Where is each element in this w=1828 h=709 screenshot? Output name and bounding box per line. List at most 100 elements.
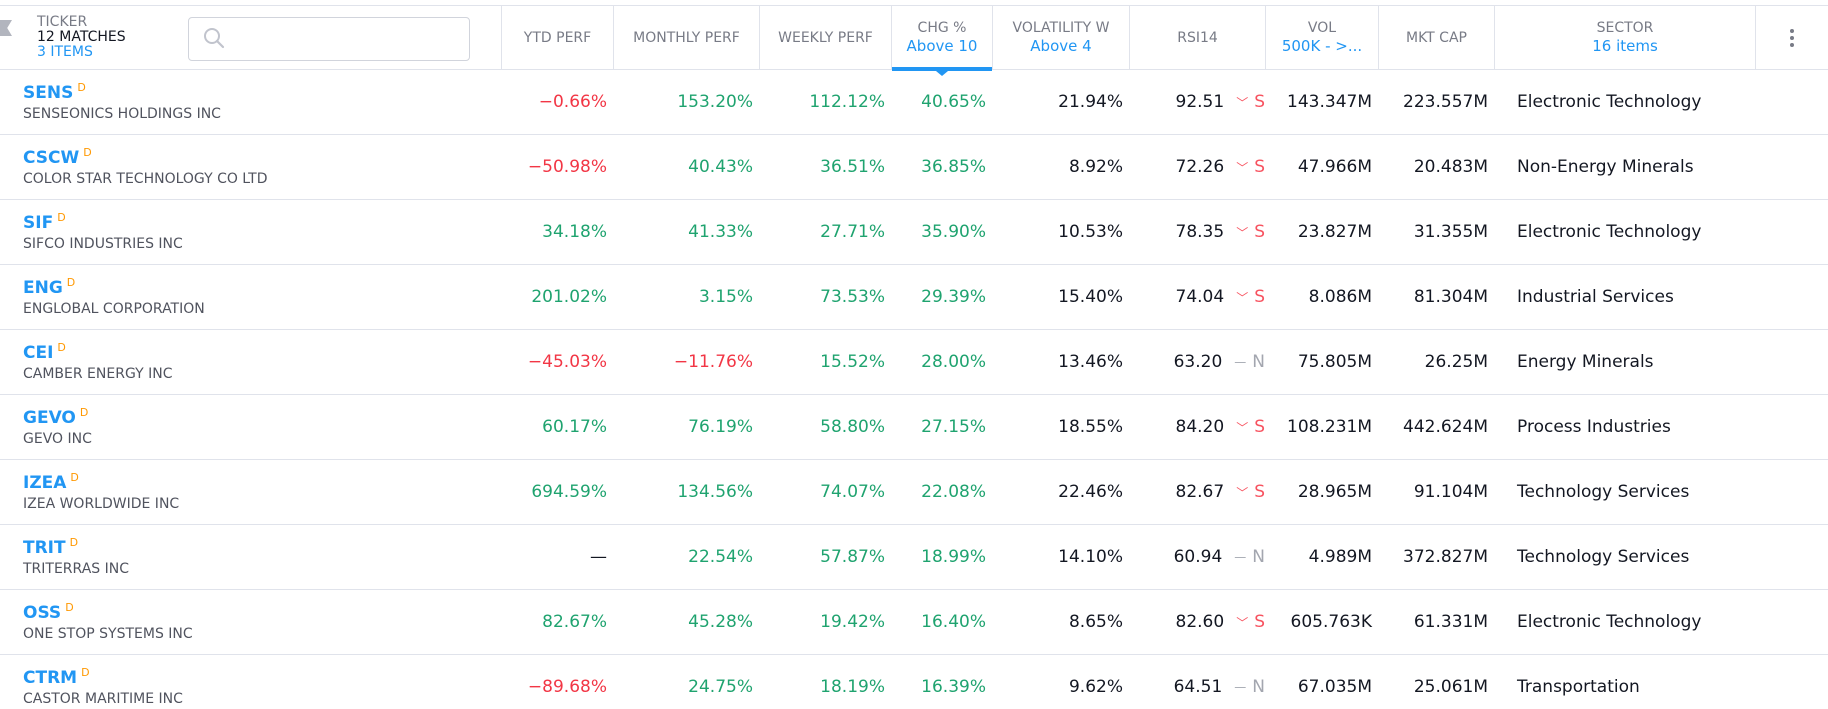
column-header-vol[interactable]: VOL 500K - >... [1265,6,1378,69]
table-row[interactable]: CEI D CAMBER ENERGY INC −45.03% −11.76% 1… [0,330,1828,395]
column-label: WEEKLY PERF [778,29,873,46]
chg-percent-cell: 29.39% [921,287,986,307]
volatility-cell: 18.55% [1058,417,1123,437]
ticker-symbol-link[interactable]: SENS D [23,81,86,103]
delayed-badge: D [57,341,66,354]
company-name: ENGLOBAL CORPORATION [23,301,205,317]
ticker-symbol-link[interactable]: IZEA D [23,471,79,493]
rsi14-cell: 78.35 ﹀ S [1129,200,1265,264]
delayed-badge: D [70,471,79,484]
ticker-column-header[interactable]: TICKER 12 MATCHES 3 ITEMS [0,6,501,69]
ticker-cell: SENS D SENSEONICS HOLDINGS INC [0,70,501,134]
table-row[interactable]: SENS D SENSEONICS HOLDINGS INC −0.66% 153… [0,70,1828,135]
column-header-monthly-perf[interactable]: MONTHLY PERF [613,6,759,69]
weekly-perf-cell: 73.53% [820,287,885,307]
table-row[interactable]: TRIT D TRITERRAS INC — 22.54% 57.87% 18.9… [0,525,1828,590]
monthly-perf-cell: 22.54% [688,547,753,567]
rating-label: S [1254,482,1265,502]
search-input[interactable] [188,17,470,61]
flag-icon[interactable] [0,20,12,36]
table-row[interactable]: IZEA D IZEA WORLDWIDE INC 694.59% 134.56%… [0,460,1828,525]
rsi14-cell: 92.51 ﹀ S [1129,70,1265,134]
table-row[interactable]: SIF D SIFCO INDUSTRIES INC 34.18% 41.33% … [0,200,1828,265]
table-row[interactable]: GEVO D GEVO INC 60.17% 76.19% 58.80% 27.1… [0,395,1828,460]
ticker-symbol-link[interactable]: OSS D [23,601,74,623]
monthly-perf-cell: −11.76% [673,352,753,372]
ticker-cell: CEI D CAMBER ENERGY INC [0,330,501,394]
rating-indicator: — N [1234,352,1265,372]
rating-indicator: ﹀ S [1236,222,1265,242]
ticker-symbol: IZEA [23,473,67,493]
delayed-badge: D [66,276,76,289]
table-row[interactable]: OSS D ONE STOP SYSTEMS INC 82.67% 45.28% … [0,590,1828,655]
ytd-perf-cell: 694.59% [531,482,607,502]
ticker-header-label[interactable]: TICKER 12 MATCHES 3 ITEMS [37,15,126,60]
column-header-chg-percent[interactable]: CHG % Above 10 [891,6,992,76]
column-filter: Above 10 [906,37,978,55]
column-header-sector[interactable]: SECTOR 16 items [1494,6,1755,69]
chg-percent-cell: 18.99% [921,547,986,567]
ticker-symbol-link[interactable]: TRIT D [23,536,78,558]
weekly-perf-cell: 19.42% [820,612,885,632]
rating-label: N [1252,352,1265,372]
rating-arrow-icon: — [1234,355,1247,369]
sector-cell: Non-Energy Minerals [1517,157,1694,177]
table-row[interactable]: ENG D ENGLOBAL CORPORATION 201.02% 3.15% … [0,265,1828,330]
rating-indicator: — N [1234,547,1265,567]
volume-cell: 23.827M [1297,222,1372,242]
rating-indicator: — N [1234,677,1265,697]
column-header-ytd-perf[interactable]: YTD PERF [501,6,613,69]
rsi-value: 82.67 [1175,482,1225,502]
rsi-value: 63.20 [1173,352,1223,372]
column-label: VOLATILITY W [1012,20,1110,36]
delayed-badge: D [81,666,90,679]
table-row[interactable]: CSCW D COLOR STAR TECHNOLOGY CO LTD −50.9… [0,135,1828,200]
ticker-symbol: CTRM [23,668,78,688]
market-cap-cell: 26.25M [1424,352,1488,372]
ticker-cell: SIF D SIFCO INDUSTRIES INC [0,200,501,264]
rsi14-cell: 72.26 ﹀ S [1129,135,1265,199]
volume-cell: 143.347M [1287,92,1372,112]
ticker-symbol-link[interactable]: CSCW D [23,146,92,168]
sector-cell: Transportation [1517,677,1640,697]
ticker-symbol-link[interactable]: ENG D [23,276,75,298]
volume-cell: 108.231M [1287,417,1372,437]
matches-count: 12 MATCHES [37,29,126,45]
volume-cell: 75.805M [1297,352,1372,372]
market-cap-cell: 31.355M [1413,222,1488,242]
column-header-weekly-perf[interactable]: WEEKLY PERF [759,6,891,69]
ticker-symbol-link[interactable]: CTRM D [23,666,90,688]
ticker-symbol-link[interactable]: GEVO D [23,406,88,428]
volatility-cell: 13.46% [1058,352,1123,372]
rating-arrow-icon: ﹀ [1236,420,1249,435]
search-icon [204,28,225,49]
ytd-perf-cell: 34.18% [542,222,607,242]
table-header: TICKER 12 MATCHES 3 ITEMS YTD PERF MONTH… [0,5,1828,76]
delayed-badge: D [69,536,79,549]
company-name: TRITERRAS INC [23,561,129,577]
ticker-symbol: OSS [23,603,62,623]
rating-arrow-icon: ﹀ [1236,225,1249,240]
ticker-symbol-link[interactable]: SIF D [23,211,66,233]
rating-label: S [1254,287,1265,307]
volume-cell: 8.086M [1308,287,1372,307]
volatility-cell: 14.10% [1058,547,1123,567]
weekly-perf-cell: 15.52% [820,352,885,372]
rating-label: S [1254,92,1265,112]
volume-cell: 28.965M [1297,482,1372,502]
items-count[interactable]: 3 ITEMS [37,44,93,60]
rating-arrow-icon: ﹀ [1236,615,1249,630]
rsi14-cell: 60.94 — N [1129,525,1265,589]
column-settings-menu-button[interactable] [1755,6,1828,69]
column-header-volatility-w[interactable]: VOLATILITY W Above 4 [992,6,1129,69]
ticker-cell: CSCW D COLOR STAR TECHNOLOGY CO LTD [0,135,501,199]
column-header-rsi14[interactable]: RSI14 [1129,6,1265,69]
ticker-symbol-link[interactable]: CEI D [23,341,66,363]
column-label: RSI14 [1177,29,1218,46]
volume-cell: 4.989M [1308,547,1372,567]
chg-percent-cell: 35.90% [921,222,986,242]
column-header-mkt-cap[interactable]: MKT CAP [1378,6,1494,69]
table-row[interactable]: CTRM D CASTOR MARITIME INC −89.68% 24.75%… [0,655,1828,709]
rating-indicator: ﹀ S [1236,482,1265,502]
sector-cell: Technology Services [1517,547,1690,567]
